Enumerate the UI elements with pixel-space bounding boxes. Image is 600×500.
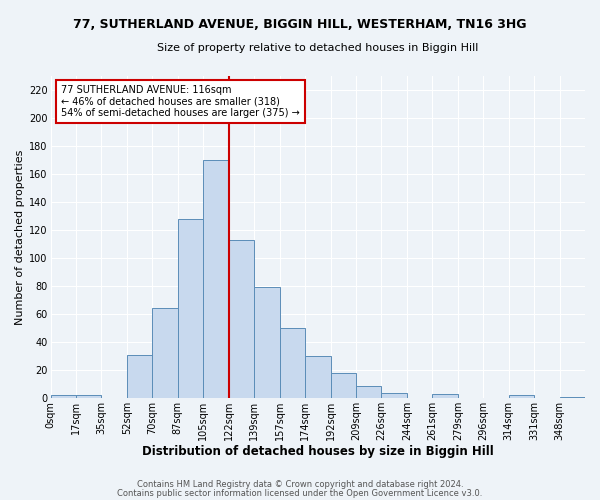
Y-axis label: Number of detached properties: Number of detached properties [15,149,25,324]
Bar [76,396,101,398]
Text: Contains HM Land Registry data © Crown copyright and database right 2024.: Contains HM Land Registry data © Crown c… [137,480,463,489]
Bar [229,240,254,398]
Bar [254,288,280,398]
Text: 77, SUTHERLAND AVENUE, BIGGIN HILL, WESTERHAM, TN16 3HG: 77, SUTHERLAND AVENUE, BIGGIN HILL, WEST… [73,18,527,30]
Bar [331,373,356,398]
Text: 77 SUTHERLAND AVENUE: 116sqm
← 46% of detached houses are smaller (318)
54% of s: 77 SUTHERLAND AVENUE: 116sqm ← 46% of de… [61,85,300,118]
Text: Contains public sector information licensed under the Open Government Licence v3: Contains public sector information licen… [118,488,482,498]
Title: Size of property relative to detached houses in Biggin Hill: Size of property relative to detached ho… [157,42,478,52]
Bar [433,394,458,398]
Bar [152,308,178,398]
Bar [203,160,229,398]
Bar [305,356,331,398]
Bar [50,396,76,398]
Bar [280,328,305,398]
Bar [509,396,534,398]
Bar [356,386,382,398]
Bar [560,397,585,398]
Bar [127,354,152,398]
X-axis label: Distribution of detached houses by size in Biggin Hill: Distribution of detached houses by size … [142,444,494,458]
Bar [178,218,203,398]
Bar [382,392,407,398]
